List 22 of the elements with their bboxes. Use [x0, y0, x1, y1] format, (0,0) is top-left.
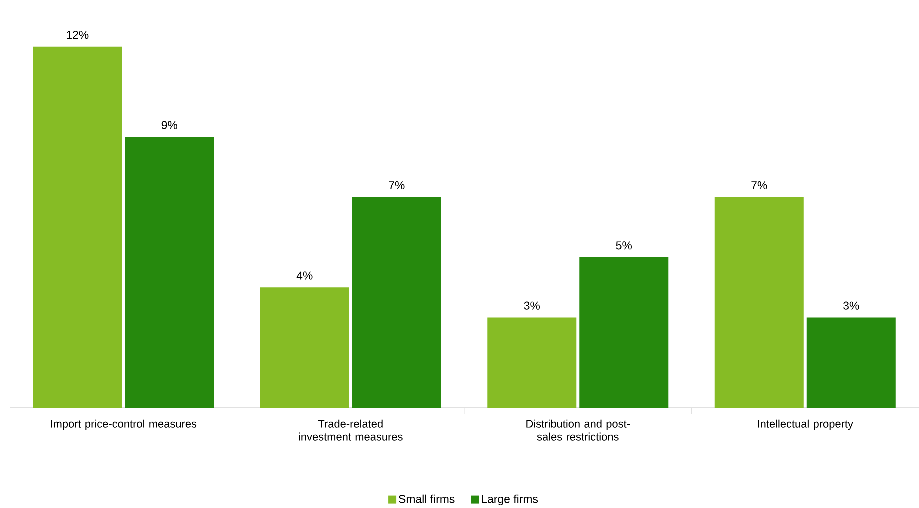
x-tick-label: Import price-control measures [51, 420, 197, 430]
legend-label: Large firms [482, 494, 538, 506]
bar [806, 318, 896, 408]
bar [33, 46, 122, 408]
data-label: 7% [389, 182, 405, 190]
bar [714, 197, 804, 408]
x-tick-label: Trade-related investment measures [299, 420, 403, 441]
bar [352, 197, 442, 408]
data-label: 9% [162, 121, 178, 130]
data-label: 12% [67, 31, 89, 40]
data-label: 7% [752, 182, 768, 190]
legend-label: Small firms [399, 494, 455, 504]
x-tick-label: Intellectual property [758, 420, 854, 430]
bar [488, 318, 577, 408]
data-label: 3% [524, 302, 540, 310]
data-label: 3% [844, 302, 860, 310]
bar [260, 288, 350, 408]
x-tick-label: Distribution and post-sales restrictions [526, 420, 630, 441]
bar [125, 137, 214, 408]
data-label: 5% [616, 242, 632, 250]
bar [580, 258, 669, 408]
data-label: 4% [296, 272, 313, 280]
